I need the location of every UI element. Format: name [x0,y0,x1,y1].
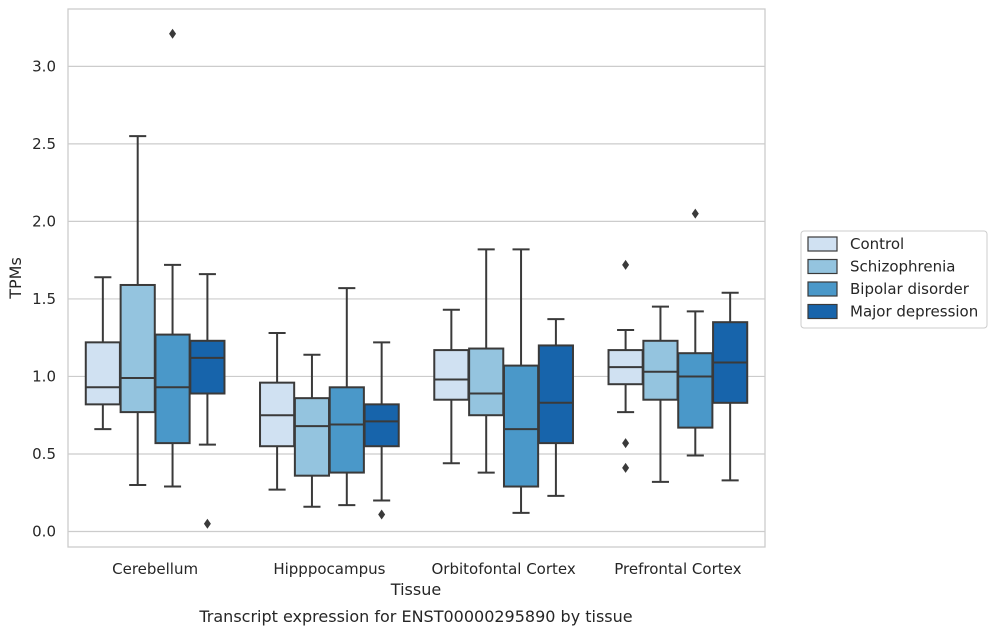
box-iqr [189,339,226,395]
box-schizophrenia-cerebellum [119,135,156,486]
box-major-depression-prefrontal-cortex [712,291,749,482]
outlier-point [691,208,699,219]
box-schizophrenia-orbitofontal-cortex [468,248,505,474]
box-control-orbitofontal-cortex [433,308,470,465]
legend-label-schizophrenia: Schizophrenia [850,258,955,276]
box-iqr [433,349,470,401]
x-tick-label: Orbitofontal Cortex [432,560,576,578]
box-major-depression-hipppocampus [363,341,400,520]
outlier-point [203,518,211,529]
box-iqr [537,344,574,445]
box-control-hipppocampus [259,332,296,491]
y-axis-ticks: 0.0 0.5 1.0 1.5 2.0 2.5 3.0 [32,57,56,540]
box-iqr [468,347,505,417]
outlier-point [169,28,177,39]
legend-swatch-major-depression [807,303,838,320]
box-iqr [84,341,121,406]
legend-swatch-schizophrenia [807,258,838,275]
box-plots [84,28,749,529]
legend-swatch-control [807,236,838,252]
legend: Control Schizophrenia Bipolar disorder Majo… [800,230,988,329]
box-schizophrenia-prefrontal-cortex [642,305,679,483]
y-tick-label: 3.0 [32,57,56,75]
box-schizophrenia-hipppocampus [293,353,331,508]
box-iqr [677,352,714,429]
outlier-point [622,462,630,473]
legend-label-major-depression: Major depression [850,303,978,321]
box-bipolar-disorder-orbitofontal-cortex [502,248,540,514]
box-control-prefrontal-cortex [607,259,644,473]
legend-frame [800,230,988,329]
y-tick-label: 0.5 [32,445,56,463]
x-axis-ticks: Cerebellum Hipppocampus Orbitofontal Corte… [112,560,741,578]
outlier-point [622,259,630,270]
box-iqr [502,364,540,488]
box-major-depression-cerebellum [189,273,226,529]
box-iqr [363,403,400,448]
y-tick-label: 0.0 [32,522,56,540]
outlier-point [622,438,630,449]
x-tick-label: Hipppocampus [273,560,385,578]
y-tick-label: 1.5 [32,290,56,308]
legend-label-bipolar-disorder: Bipolar disorder [850,280,970,298]
box-major-depression-orbitofontal-cortex [537,318,574,497]
box-bipolar-disorder-hipppocampus [328,287,365,507]
plot-frame [67,8,766,548]
outlier-point [378,509,386,520]
box-bipolar-disorder-prefrontal-cortex [677,208,714,457]
x-tick-label: Cerebellum [112,560,198,578]
legend-swatch-bipolar-disorder [807,281,838,297]
y-tick-label: 1.0 [32,367,56,385]
box-iqr [328,386,365,474]
x-axis-label: Tissue [390,580,441,599]
y-tick-label: 2.0 [32,212,56,230]
box-iqr [642,339,679,401]
box-iqr [154,333,191,445]
box-control-cerebellum [84,276,121,431]
y-tick-label: 2.5 [32,135,56,153]
box-bipolar-disorder-cerebellum [154,28,191,488]
x-tick-label: Prefrontal Cortex [614,560,741,578]
box-iqr [293,397,331,477]
chart-caption: Transcript expression for ENST0000029589… [198,607,632,626]
legend-label-control: Control [850,235,904,253]
box-iqr [119,283,156,414]
y-axis-label: TPMs [6,257,25,300]
